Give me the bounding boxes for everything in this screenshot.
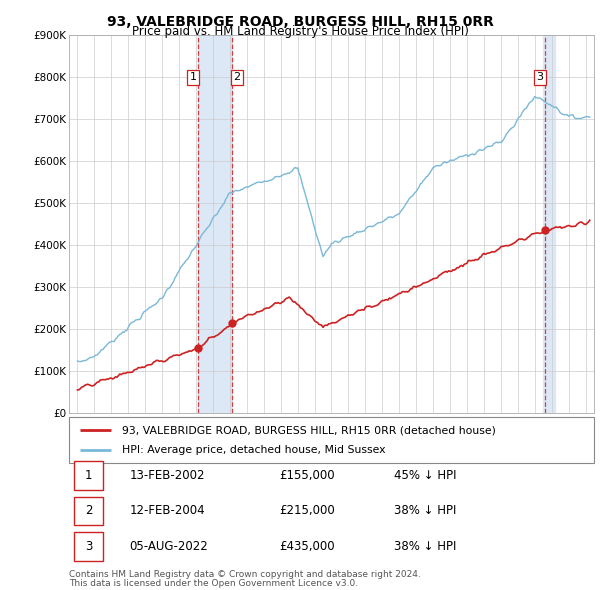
- Text: HPI: Average price, detached house, Mid Sussex: HPI: Average price, detached house, Mid …: [121, 445, 385, 455]
- Text: 38% ↓ HPI: 38% ↓ HPI: [395, 504, 457, 517]
- Text: 12-FEB-2004: 12-FEB-2004: [130, 504, 205, 517]
- FancyBboxPatch shape: [74, 461, 103, 490]
- Text: 45% ↓ HPI: 45% ↓ HPI: [395, 469, 457, 482]
- Bar: [542, 35, 556, 413]
- Text: 93, VALEBRIDGE ROAD, BURGESS HILL, RH15 0RR: 93, VALEBRIDGE ROAD, BURGESS HILL, RH15 …: [107, 15, 493, 29]
- Bar: [198, 35, 232, 413]
- FancyBboxPatch shape: [69, 417, 594, 463]
- Text: 13-FEB-2002: 13-FEB-2002: [130, 469, 205, 482]
- Text: 93, VALEBRIDGE ROAD, BURGESS HILL, RH15 0RR (detached house): 93, VALEBRIDGE ROAD, BURGESS HILL, RH15 …: [121, 425, 496, 435]
- Text: Contains HM Land Registry data © Crown copyright and database right 2024.: Contains HM Land Registry data © Crown c…: [69, 571, 421, 579]
- Text: 3: 3: [536, 73, 544, 83]
- Text: £215,000: £215,000: [279, 504, 335, 517]
- Text: 3: 3: [85, 540, 92, 553]
- FancyBboxPatch shape: [74, 497, 103, 525]
- Text: 1: 1: [85, 469, 92, 482]
- Text: 38% ↓ HPI: 38% ↓ HPI: [395, 540, 457, 553]
- Text: 2: 2: [233, 73, 241, 83]
- Text: £435,000: £435,000: [279, 540, 335, 553]
- Text: 05-AUG-2022: 05-AUG-2022: [130, 540, 208, 553]
- Text: 2: 2: [85, 504, 92, 517]
- Text: 1: 1: [190, 73, 196, 83]
- FancyBboxPatch shape: [74, 532, 103, 560]
- Text: £155,000: £155,000: [279, 469, 335, 482]
- Text: Price paid vs. HM Land Registry's House Price Index (HPI): Price paid vs. HM Land Registry's House …: [131, 25, 469, 38]
- Text: This data is licensed under the Open Government Licence v3.0.: This data is licensed under the Open Gov…: [69, 579, 358, 588]
